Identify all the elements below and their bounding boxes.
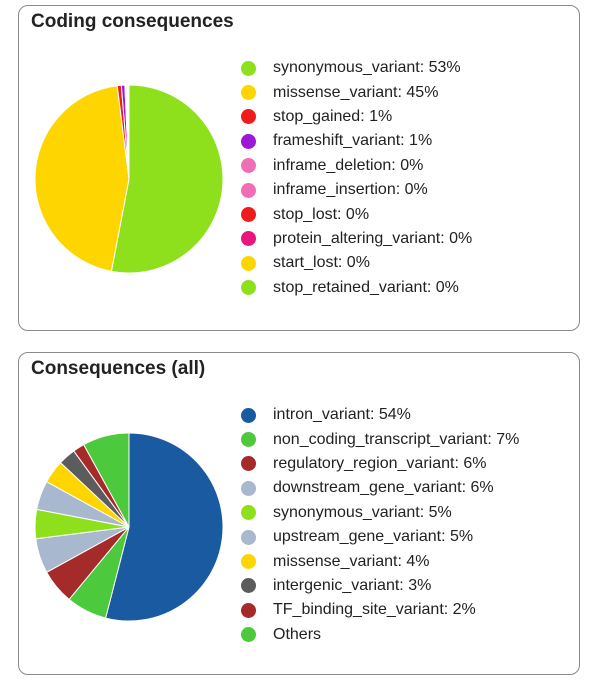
legend-item[interactable]: inframe_deletion: 0% <box>241 154 472 178</box>
legend-item[interactable]: synonymous_variant: 53% <box>241 56 472 80</box>
legend-swatch-icon <box>241 407 256 423</box>
legend-swatch-icon <box>241 456 256 472</box>
legend-label: inframe_insertion: 0% <box>273 181 428 199</box>
legend-item[interactable]: intron_variant: 54% <box>241 403 519 427</box>
legend-swatch-icon <box>241 627 256 643</box>
legend-label: start_lost: 0% <box>273 254 370 272</box>
legend-label: downstream_gene_variant: 6% <box>273 479 494 497</box>
legend-swatch-icon <box>241 85 256 101</box>
legend-label: TF_binding_site_variant: 2% <box>273 601 476 619</box>
all-consequences-pie[interactable] <box>29 427 229 627</box>
pie-slice[interactable] <box>34 85 130 272</box>
pie-slice[interactable] <box>105 432 224 622</box>
legend-label: regulatory_region_variant: 6% <box>273 454 487 472</box>
legend-item[interactable]: start_lost: 0% <box>241 251 472 275</box>
legend-swatch-icon <box>241 505 256 521</box>
legend-swatch-icon <box>241 109 256 125</box>
legend-item[interactable]: downstream_gene_variant: 6% <box>241 476 519 500</box>
legend-label: intron_variant: 54% <box>273 406 411 424</box>
chart-title: Coding consequences <box>31 11 234 32</box>
legend-label: upstream_gene_variant: 5% <box>273 528 474 546</box>
legend-item[interactable]: stop_gained: 1% <box>241 105 472 129</box>
legend-item[interactable]: missense_variant: 45% <box>241 80 472 104</box>
legend-label: stop_lost: 0% <box>273 205 370 223</box>
legend-item[interactable]: inframe_insertion: 0% <box>241 178 472 202</box>
legend-swatch-icon <box>241 60 256 76</box>
legend-swatch-icon <box>241 480 256 496</box>
legend-label: protein_altering_variant: 0% <box>273 229 473 247</box>
legend-item[interactable]: protein_altering_variant: 0% <box>241 227 472 251</box>
chart-title: Consequences (all) <box>31 358 206 379</box>
legend-label: stop_retained_variant: 0% <box>273 278 459 296</box>
legend-item[interactable]: regulatory_region_variant: 6% <box>241 452 519 476</box>
legend-label: non_coding_transcript_variant: 7% <box>273 430 520 448</box>
legend-item[interactable]: upstream_gene_variant: 5% <box>241 525 519 549</box>
legend-swatch-icon <box>241 231 256 247</box>
legend-label: intergenic_variant: 3% <box>273 576 432 594</box>
legend-swatch-icon <box>241 554 256 570</box>
legend-swatch-icon <box>241 602 256 618</box>
legend-item[interactable]: stop_retained_variant: 0% <box>241 276 472 300</box>
legend-label: missense_variant: 45% <box>273 83 439 101</box>
legend-swatch-icon <box>241 133 256 149</box>
legend-swatch-icon <box>241 207 256 223</box>
legend-item[interactable]: frameshift_variant: 1% <box>241 129 472 153</box>
pie-slice[interactable] <box>127 84 130 180</box>
legend-label: stop_gained: 1% <box>273 107 393 125</box>
legend-label: Others <box>273 625 322 643</box>
legend-label: inframe_deletion: 0% <box>273 156 424 174</box>
legend-swatch-icon <box>241 280 256 296</box>
legend-label: synonymous_variant: 53% <box>273 59 461 77</box>
legend-label: frameshift_variant: 1% <box>273 132 433 150</box>
legend-item[interactable]: missense_variant: 4% <box>241 549 519 573</box>
legend-item[interactable]: TF_binding_site_variant: 2% <box>241 598 519 622</box>
legend-swatch-icon <box>241 182 256 198</box>
legend-swatch-icon <box>241 432 256 448</box>
legend-swatch-icon <box>241 158 256 174</box>
legend-item[interactable]: non_coding_transcript_variant: 7% <box>241 427 519 451</box>
legend-item[interactable]: synonymous_variant: 5% <box>241 501 519 525</box>
legend-swatch-icon <box>241 578 256 594</box>
legend-item[interactable]: Others <box>241 623 519 647</box>
legend-swatch-icon <box>241 255 256 271</box>
coding-consequences-pie[interactable] <box>29 79 229 279</box>
all-consequences-panel: Consequences (all) intron_variant: 54% no… <box>18 352 580 675</box>
coding-consequences-legend: synonymous_variant: 53% missense_variant:… <box>241 56 472 300</box>
pie-slice[interactable] <box>83 432 130 528</box>
legend-item[interactable]: intergenic_variant: 3% <box>241 574 519 598</box>
legend-label: missense_variant: 4% <box>273 552 430 570</box>
legend-label: synonymous_variant: 5% <box>273 503 452 521</box>
legend-item[interactable]: stop_lost: 0% <box>241 202 472 226</box>
coding-consequences-panel: Coding consequences synonymous_variant: … <box>18 5 580 331</box>
all-consequences-legend: intron_variant: 54% non_coding_transcript… <box>241 403 519 647</box>
legend-swatch-icon <box>241 529 256 545</box>
pie-slice[interactable] <box>110 84 224 274</box>
